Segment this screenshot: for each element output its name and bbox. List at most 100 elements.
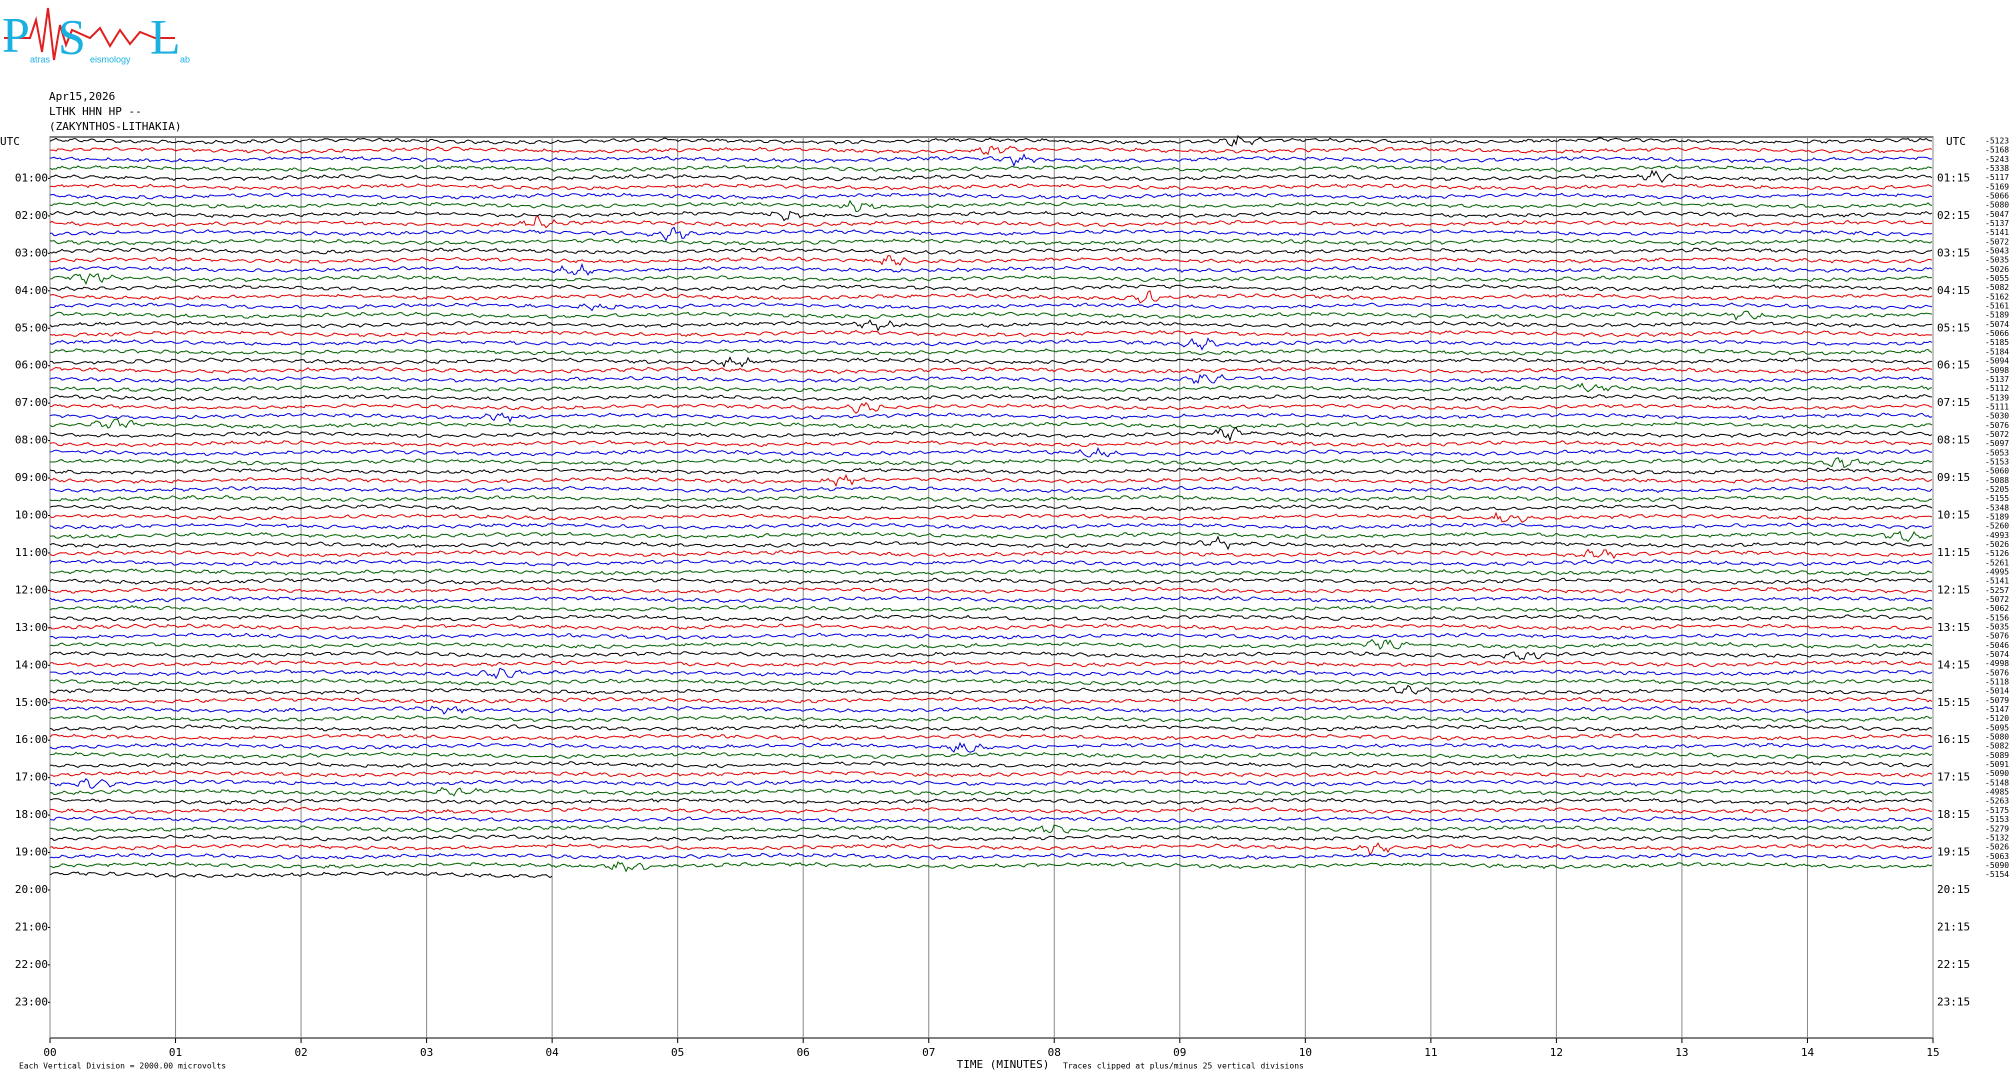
logo-word: atras (30, 54, 51, 64)
trace (49, 834, 1933, 842)
trace (49, 366, 1933, 374)
row-offset: -5026 (1985, 265, 2009, 274)
trace (49, 559, 1933, 567)
trace (49, 778, 1933, 789)
hour-label: 17:00 (15, 771, 48, 784)
hour-label: 14:00 (15, 658, 48, 671)
row-offset: -5026 (1985, 843, 2009, 852)
row-offset: -5132 (1985, 833, 2009, 842)
x-axis-title: TIME (MINUTES) (957, 1058, 1050, 1071)
hour-label: 02:00 (15, 209, 48, 222)
trace (49, 394, 1933, 402)
row-offset: -5147 (1985, 705, 2009, 714)
row-offset: -5079 (1985, 696, 2009, 705)
trace (49, 134, 1933, 147)
x-tick-label: 09 (1173, 1046, 1186, 1059)
footer-left: Each Vertical Division = 2000.00 microvo… (19, 1062, 226, 1071)
trace (49, 595, 1933, 604)
row-offset: -5091 (1985, 760, 2009, 769)
trace (49, 761, 1933, 769)
logo-wiggle (4, 7, 175, 61)
row-offset: -5137 (1985, 219, 2009, 228)
hour-label: 03:00 (15, 246, 48, 259)
hour-label: 16:15 (1937, 733, 1970, 746)
row-offset: -5080 (1985, 733, 2009, 742)
logo: P S L atras eismology ab (2, 6, 190, 64)
row-offset: -5035 (1985, 256, 2009, 265)
trace (49, 548, 1933, 560)
x-tick-label: 01 (169, 1046, 182, 1059)
row-offset: -5035 (1985, 623, 2009, 632)
row-offset: -5156 (1985, 613, 2009, 622)
x-tick-label: 04 (546, 1046, 560, 1059)
x-tick-label: 15 (1926, 1046, 1939, 1059)
row-offset: -5063 (1985, 852, 2009, 861)
trace (49, 568, 1932, 576)
plot-frame (49, 136, 1934, 1039)
hour-label: 01:15 (1937, 171, 1970, 184)
row-offset: -5097 (1985, 439, 2009, 448)
row-offset: -5185 (1985, 338, 2009, 347)
trace (49, 192, 1933, 200)
trace (49, 426, 1933, 442)
x-tick-label: 05 (671, 1046, 684, 1059)
row-offset: -5055 (1985, 274, 2009, 283)
row-offset: -5074 (1985, 650, 2009, 659)
title-line: (ZAKYNTHOS-LITHAKIA) (49, 120, 181, 133)
hour-label: 07:00 (15, 396, 48, 409)
hour-label: 22:00 (15, 958, 48, 971)
trace (49, 290, 1933, 304)
row-offset: -5053 (1985, 448, 2009, 457)
hour-label: 21:15 (1937, 920, 1970, 933)
row-offset: -5189 (1985, 311, 2009, 320)
hour-label: 11:00 (15, 546, 48, 559)
trace (49, 632, 1932, 640)
hour-label: 12:15 (1937, 583, 1970, 596)
row-offset: -5072 (1985, 430, 2009, 439)
hour-label: 17:15 (1937, 771, 1970, 784)
x-tick-label: 13 (1675, 1046, 1688, 1059)
trace (49, 273, 1932, 286)
row-offset: -5076 (1985, 632, 2009, 641)
row-offset: -5153 (1985, 457, 2009, 466)
trace (49, 651, 1933, 661)
row-offset: -5072 (1985, 595, 2009, 604)
title-line: LTHK HHN HP -- (49, 105, 142, 118)
hour-label: 10:15 (1937, 509, 1970, 522)
row-offset: -5098 (1985, 366, 2009, 375)
hour-label: 15:15 (1937, 696, 1970, 709)
row-offset: -5082 (1985, 742, 2009, 751)
row-offset: -5089 (1985, 751, 2009, 760)
row-offset: -5161 (1985, 302, 2009, 311)
hour-label: 09:00 (15, 471, 48, 484)
hour-label: 10:00 (15, 509, 48, 522)
trace (49, 605, 1933, 613)
trace (49, 696, 1933, 704)
row-offset: -5060 (1985, 467, 2009, 476)
trace (49, 348, 1933, 356)
trace (50, 145, 1933, 156)
trace (49, 440, 1933, 448)
trace (49, 678, 1933, 686)
row-offset: -5257 (1985, 586, 2009, 595)
hour-label: 15:00 (15, 696, 48, 709)
trace (49, 485, 1933, 493)
row-offset: -5076 (1985, 421, 2009, 430)
trace (49, 473, 1933, 488)
x-tick-label: 02 (294, 1046, 307, 1059)
row-offset: -5082 (1985, 283, 2009, 292)
trace (49, 797, 1933, 805)
row-offset: -4985 (1985, 788, 2009, 797)
row-offset: -5117 (1985, 173, 2009, 182)
trace (49, 494, 1933, 503)
row-offset: -4998 (1985, 659, 2009, 668)
row-offset: -5260 (1985, 522, 2009, 531)
row-offset: -5155 (1985, 494, 2009, 503)
trace (49, 447, 1933, 458)
trace (49, 401, 1933, 414)
hour-label: 18:15 (1937, 808, 1970, 821)
hour-label: 02:15 (1937, 209, 1970, 222)
trace (49, 871, 553, 879)
trace (49, 842, 1933, 857)
hour-label: 20:00 (15, 883, 48, 896)
